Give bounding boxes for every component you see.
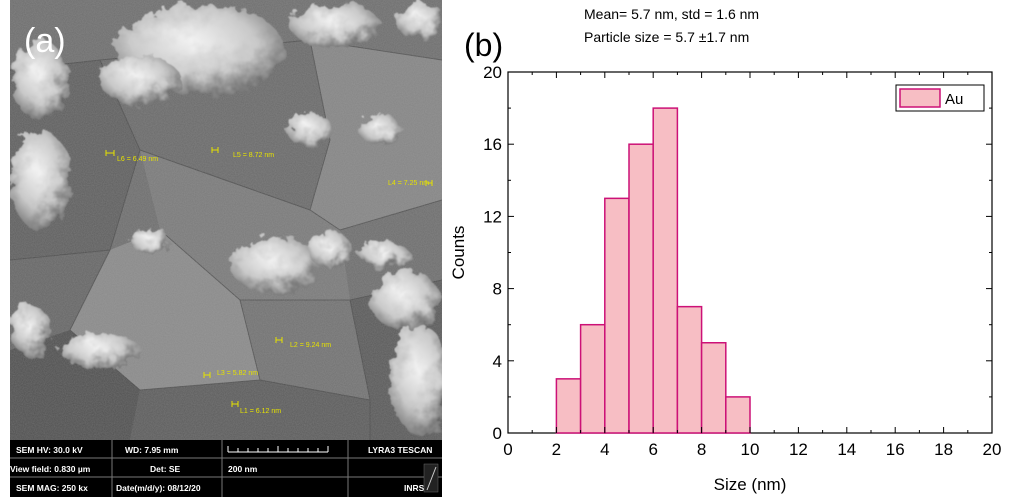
- sem-instrument: LYRA3 TESCAN: [368, 445, 432, 455]
- x-tick-label: 6: [648, 440, 657, 459]
- histogram-bar: [604, 197, 630, 434]
- x-tick-label: 10: [741, 440, 760, 459]
- measurement-label: L1 = 6.12 nm: [240, 408, 281, 415]
- histogram-bar: [725, 396, 751, 434]
- legend-swatch: [899, 88, 941, 108]
- sem-hv: SEM HV: 30.0 kV: [16, 445, 83, 455]
- x-tick-label: 16: [886, 440, 905, 459]
- sem-image-panel: (a) L6 = 6.49 nm L5 = 8.72 nm L4 = 7.25 …: [10, 0, 442, 497]
- panel-label-a: (a): [24, 22, 66, 60]
- measurement-labels: L6 = 6.49 nm L5 = 8.72 nm L4 = 7.25 nm L…: [117, 152, 429, 415]
- x-tick-label: 18: [934, 440, 953, 459]
- histogram-bar: [555, 378, 582, 434]
- measurement-markers: [105, 147, 433, 407]
- histogram-bar: [579, 323, 606, 434]
- measurement-label: L2 = 9.24 nm: [290, 342, 331, 349]
- sem-wd: WD: 7.95 mm: [125, 445, 179, 455]
- y-tick-label: 20: [483, 63, 502, 82]
- y-tick-label: 8: [493, 280, 502, 299]
- x-tick-label: 4: [600, 440, 609, 459]
- measurement-label: L3 = 5.82 nm: [217, 370, 258, 377]
- x-tick-label: 0: [503, 440, 512, 459]
- y-tick-label: 16: [483, 135, 502, 154]
- panel-label-b: (b): [464, 27, 503, 63]
- x-tick-label: 2: [552, 440, 561, 459]
- sem-micrograph: (a) L6 = 6.49 nm L5 = 8.72 nm L4 = 7.25 …: [10, 0, 442, 497]
- y-tick-label: 0: [493, 424, 502, 443]
- legend-label: Au: [945, 91, 963, 108]
- y-axis-label: Counts: [449, 226, 468, 280]
- sem-scale-bar: [227, 446, 329, 453]
- histogram-bar: [676, 305, 703, 434]
- x-tick-label: 20: [983, 440, 1002, 459]
- x-tick-label: 14: [837, 440, 856, 459]
- histogram-panel: Mean= 5.7 nm, std = 1.6 nm Particle size…: [442, 0, 1016, 497]
- x-tick-label: 8: [697, 440, 706, 459]
- x-tick-label: 12: [789, 440, 808, 459]
- histogram-bar: [628, 143, 654, 434]
- sem-institution: INRS: [404, 483, 425, 493]
- stats-line-1: Mean= 5.7 nm, std = 1.6 nm: [584, 6, 759, 22]
- x-axis-label: Size (nm): [714, 475, 787, 494]
- size-histogram: Mean= 5.7 nm, std = 1.6 nm Particle size…: [449, 6, 1002, 494]
- sem-date: Date(m/d/y): 08/12/20: [116, 483, 201, 493]
- sem-info-bar: SEM HV: 30.0 kV WD: 7.95 mm LYRA3 TESCAN…: [10, 440, 442, 497]
- histogram-bar: [700, 342, 727, 434]
- stats-line-2: Particle size = 5.7 ±1.7 nm: [584, 29, 749, 45]
- sem-detector: Det: SE: [150, 464, 181, 474]
- histogram-bar: [652, 107, 679, 434]
- y-tick-label: 4: [493, 352, 502, 371]
- measurement-label: L4 = 7.25 nm: [388, 180, 429, 187]
- sem-mag: SEM MAG: 250 kx: [16, 483, 88, 493]
- y-tick-label: 12: [483, 207, 502, 226]
- sem-view-field: View field: 0.830 µm: [10, 464, 91, 474]
- sem-scale-label: 200 nm: [228, 464, 258, 474]
- measurement-label: L5 = 8.72 nm: [233, 152, 274, 159]
- measurement-label: L6 = 6.49 nm: [117, 156, 158, 163]
